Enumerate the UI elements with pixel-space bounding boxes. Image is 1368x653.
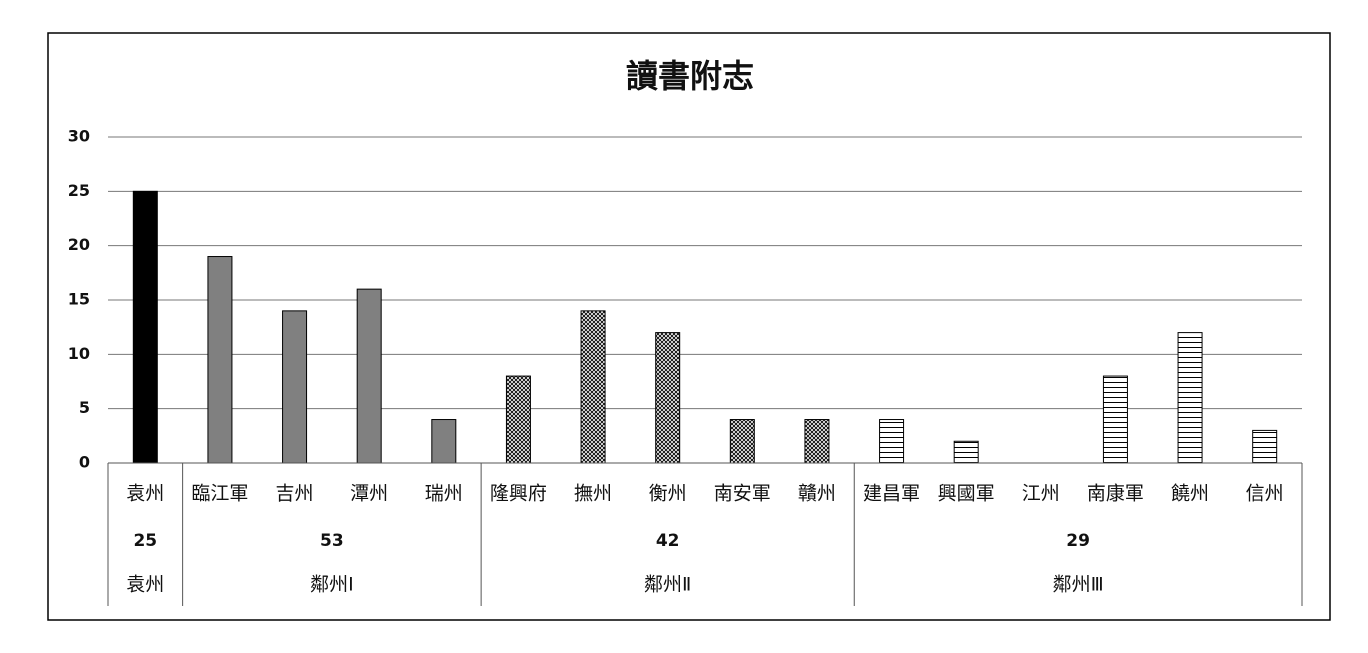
bar (282, 310, 308, 464)
y-tick-label: 30 (68, 127, 90, 146)
x-tick-label: 南康軍 (1087, 483, 1144, 505)
x-tick-label: 饒州 (1171, 483, 1209, 505)
x-tick-label: 袁州 (126, 483, 164, 505)
bar (1252, 429, 1278, 464)
bar (505, 375, 531, 464)
x-tick-label: 建昌軍 (863, 483, 920, 505)
bar (729, 419, 755, 464)
bar (431, 419, 457, 464)
bar (1102, 375, 1128, 464)
x-tick-label: 吉州 (276, 483, 314, 505)
group-name: 鄰州Ⅰ (310, 574, 354, 596)
bar (655, 332, 681, 464)
y-tick-label: 15 (68, 290, 90, 309)
group-name: 袁州 (126, 574, 164, 596)
bar (879, 419, 905, 464)
y-tick-label: 0 (79, 453, 90, 472)
x-tick-label: 瑞州 (425, 483, 463, 505)
x-tick-label: 衡州 (649, 483, 687, 505)
group-name: 鄰州Ⅱ (644, 574, 691, 596)
y-tick-label: 5 (79, 398, 90, 417)
y-tick-label: 25 (68, 181, 90, 200)
group-total: 25 (133, 531, 157, 551)
x-tick-label: 撫州 (574, 483, 612, 505)
x-tick-label: 江州 (1022, 483, 1060, 505)
bar (207, 256, 233, 464)
x-tick-label: 隆興府 (490, 483, 547, 505)
chart-title: 讀書附志 (626, 57, 754, 95)
x-tick-label: 興國軍 (938, 483, 995, 505)
y-tick-label: 10 (68, 344, 90, 363)
bar (1177, 332, 1203, 464)
group-total: 29 (1066, 531, 1090, 551)
bar (953, 440, 979, 464)
chart-border (47, 32, 1331, 621)
group-total: 42 (656, 531, 680, 551)
x-tick-label: 信州 (1246, 483, 1284, 505)
bar (132, 190, 158, 464)
bar (804, 419, 830, 464)
group-name: 鄰州Ⅲ (1053, 574, 1104, 596)
x-tick-label: 贛州 (798, 483, 836, 505)
x-tick-label: 南安軍 (714, 483, 771, 505)
x-tick-label: 潭州 (350, 483, 388, 505)
x-tick-label: 臨江軍 (191, 483, 248, 505)
bar (356, 288, 382, 464)
y-tick-label: 20 (68, 235, 90, 254)
bar (580, 310, 606, 464)
group-total: 53 (320, 531, 344, 551)
